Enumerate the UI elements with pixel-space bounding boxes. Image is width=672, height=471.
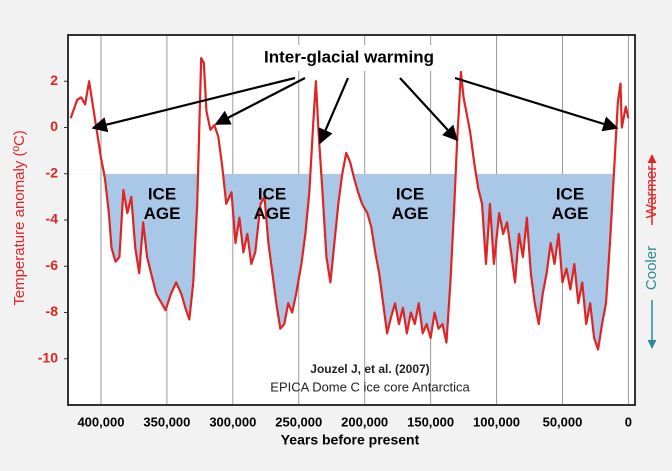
- cooler-label: Cooler: [643, 246, 660, 290]
- x-tick-label: 400,000: [77, 414, 124, 429]
- ice-age-label: ICE AGE: [552, 185, 589, 224]
- y-tick-label: 0: [50, 118, 58, 134]
- plot-frame: [67, 34, 636, 406]
- arrow: [91, 76, 296, 133]
- x-tick-label: 50,000: [543, 414, 583, 429]
- y-tick-label: 2: [50, 72, 58, 88]
- ice-age-label: ICE AGE: [144, 185, 181, 224]
- x-tick-label: 350,000: [143, 414, 190, 429]
- x-tick-label: 0: [625, 414, 632, 429]
- y-tick-label: -6: [46, 257, 59, 273]
- ice-age-label: ICE AGE: [254, 185, 291, 224]
- y-tick-label: -10: [38, 349, 58, 365]
- annotation-title: Inter-glacial warming: [264, 47, 434, 66]
- arrow: [214, 77, 306, 125]
- x-tick-label: 250,000: [275, 414, 322, 429]
- ice-age-label: ICE AGE: [392, 185, 429, 224]
- y-tick-label: -4: [46, 211, 59, 227]
- x-tick-label: 150,000: [407, 414, 454, 429]
- x-tick-label: 300,000: [209, 414, 256, 429]
- y-axis-label: Temperature anomaly (ºC): [11, 130, 28, 306]
- arrow: [399, 77, 459, 142]
- source-citation: Jouzel J, et al. (2007): [310, 362, 429, 376]
- x-tick-label: 200,000: [341, 414, 388, 429]
- arrow: [454, 76, 619, 132]
- annotation-arrows: [91, 76, 619, 145]
- y-tick-label: -8: [46, 303, 59, 319]
- x-axis-label: Years before present: [281, 432, 420, 448]
- source-description: EPICA Dome C ice core Antarctica: [270, 379, 470, 394]
- x-tick-label: 100,000: [473, 414, 520, 429]
- title-background: [238, 45, 460, 71]
- arrow: [318, 77, 350, 145]
- temperature-line: [69, 57, 630, 351]
- y-tick-label: -2: [46, 164, 59, 180]
